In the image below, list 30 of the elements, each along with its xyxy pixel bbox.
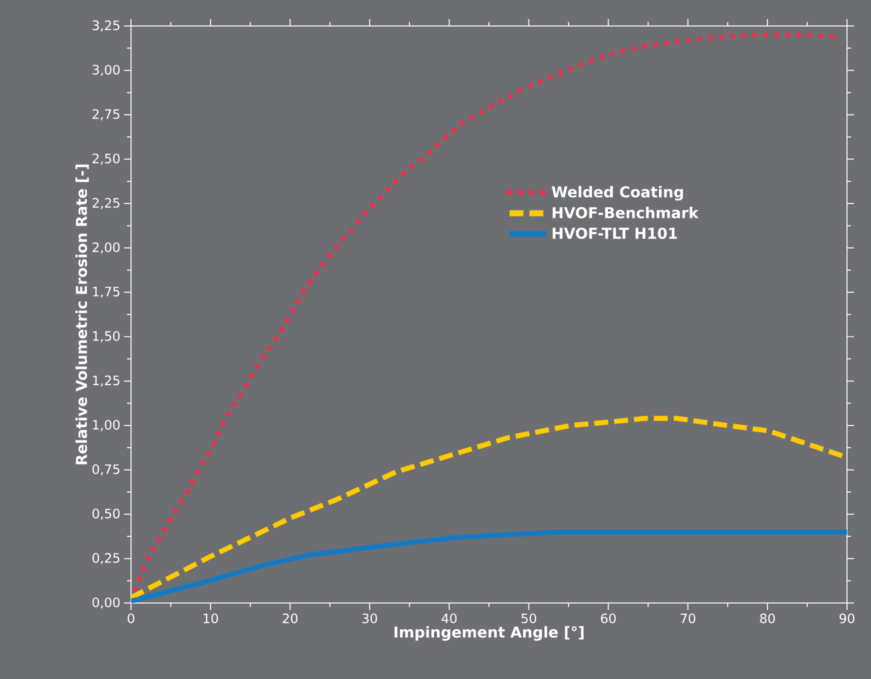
y-tick-label: 1,25 bbox=[93, 376, 120, 387]
line-series bbox=[131, 529, 848, 603]
y-tick-label: 2,50 bbox=[92, 154, 120, 165]
y-tick-label: 0,00 bbox=[92, 597, 120, 609]
y-tick-label: 2,00 bbox=[92, 242, 120, 254]
y-tick-label: 0,75 bbox=[92, 464, 120, 476]
legend-label: Welded Coating bbox=[552, 186, 683, 201]
x-tick-label: 70 bbox=[680, 614, 696, 624]
y-tick-label: 1,75 bbox=[93, 286, 120, 298]
y-tick-label: 1,00 bbox=[93, 420, 120, 432]
x-tick-label: 0 bbox=[128, 614, 134, 624]
x-tick-label: 50 bbox=[522, 614, 536, 624]
y-tick-label: 3,00 bbox=[92, 64, 120, 76]
y-tick-label: 0,25 bbox=[92, 553, 120, 564]
y-tick-label: 0,50 bbox=[92, 508, 120, 520]
x-tick-label: 80 bbox=[760, 614, 775, 624]
y-tick-label: 2,25 bbox=[92, 198, 120, 210]
legend-label: HVOF-TLT H101 bbox=[552, 228, 677, 239]
y-axis-title: Relative Volumetric Erosion Rate [-] bbox=[76, 164, 89, 464]
x-tick-label: 10 bbox=[204, 614, 218, 624]
x-tick-label: 30 bbox=[362, 614, 378, 624]
x-axis-title: Impingement Angle [°] bbox=[394, 626, 584, 641]
x-tick-label: 60 bbox=[601, 614, 616, 624]
y-tick-label: 1,50 bbox=[93, 331, 120, 342]
y-tick-label: 3,25 bbox=[92, 20, 120, 32]
legend-label: HVOF-Benchmark bbox=[552, 206, 699, 218]
x-tick-label: 20 bbox=[282, 614, 298, 624]
x-tick-label: 40 bbox=[442, 614, 457, 624]
x-tick-label: 90 bbox=[840, 614, 854, 624]
y-tick-label: 2,75 bbox=[92, 109, 120, 120]
